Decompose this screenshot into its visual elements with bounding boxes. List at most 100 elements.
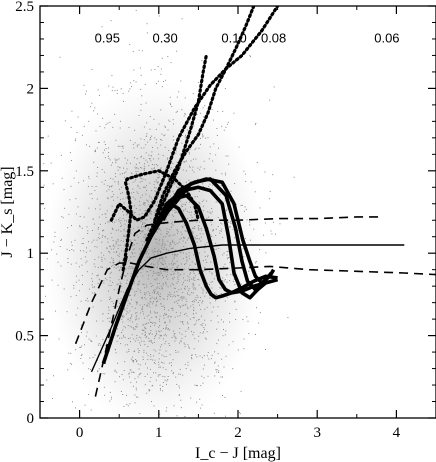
scatter-point	[112, 196, 114, 198]
scatter-point	[154, 278, 156, 280]
scatter-point	[214, 248, 216, 250]
scatter-point	[159, 252, 161, 254]
scatter-point	[160, 335, 161, 337]
scatter-point	[132, 360, 134, 361]
scatter-point	[164, 307, 165, 308]
scatter-point	[150, 330, 152, 331]
scatter-point	[142, 306, 144, 308]
scatter-point	[239, 413, 241, 415]
scatter-point	[192, 282, 194, 284]
scatter-point	[96, 172, 98, 174]
scatter-point	[120, 88, 122, 90]
scatter-point	[134, 198, 136, 200]
scatter-point	[134, 157, 135, 159]
scatter-point	[164, 244, 166, 246]
scatter-point	[86, 226, 88, 228]
scatter-point	[69, 199, 71, 201]
scatter-point	[118, 270, 120, 272]
scatter-point	[102, 338, 104, 340]
scatter-point	[178, 289, 180, 291]
scatter-point	[107, 317, 109, 319]
scatter-point	[151, 333, 153, 335]
scatter-point	[91, 341, 93, 342]
scatter-point	[75, 314, 77, 316]
scatter-point	[157, 182, 158, 184]
scatter-point	[150, 69, 152, 71]
scatter-point	[142, 359, 144, 360]
scatter-point	[193, 309, 195, 311]
scatter-point	[109, 159, 111, 161]
scatter-point	[146, 392, 148, 394]
scatter-point	[153, 167, 155, 169]
scatter-point	[214, 242, 216, 244]
scatter-point	[109, 252, 111, 254]
scatter-point	[112, 86, 114, 88]
scatter-point	[112, 178, 114, 180]
scatter-point	[156, 266, 158, 268]
scatter-point	[182, 322, 183, 324]
scatter-point	[104, 394, 106, 396]
scatter-point	[147, 201, 149, 203]
scatter-point	[155, 179, 157, 181]
scatter-point	[180, 321, 182, 323]
scatter-point	[148, 389, 150, 391]
scatter-point	[183, 297, 185, 299]
scatter-point	[54, 231, 56, 233]
scatter-point	[172, 254, 174, 255]
scatter-point	[187, 323, 189, 325]
scatter-point	[123, 370, 125, 372]
scatter-point	[169, 268, 171, 270]
scatter-point	[204, 319, 206, 321]
scatter-point	[92, 286, 94, 288]
scatter-point	[89, 193, 91, 195]
scatter-point	[74, 239, 76, 241]
scatter-point	[175, 211, 177, 213]
scatter-point	[154, 248, 156, 249]
x-axis-label: I_c − J [mag]	[195, 445, 281, 462]
scatter-point	[141, 329, 143, 331]
scatter-point	[137, 184, 139, 186]
scatter-point	[158, 228, 160, 230]
scatter-point	[195, 323, 197, 325]
scatter-point	[176, 260, 178, 262]
scatter-point	[193, 189, 195, 191]
scatter-point	[147, 215, 149, 217]
scatter-point	[132, 228, 134, 230]
scatter-point	[188, 280, 190, 282]
scatter-point	[135, 9, 137, 11]
scatter-point	[171, 226, 172, 228]
scatter-point	[172, 123, 174, 125]
scatter-point	[93, 263, 95, 265]
scatter-point	[193, 125, 195, 127]
scatter-point	[232, 229, 234, 231]
scatter-point	[200, 385, 202, 387]
scatter-point	[168, 263, 170, 265]
scatter-point	[168, 362, 170, 364]
scatter-point	[145, 331, 147, 333]
scatter-point	[124, 219, 126, 221]
scatter-point	[172, 373, 174, 375]
scatter-point	[128, 302, 130, 304]
y-tick-label: 2.5	[15, 0, 34, 15]
scatter-point	[156, 238, 158, 240]
scatter-point	[141, 213, 143, 214]
scatter-point	[134, 280, 135, 282]
scatter-point	[106, 210, 108, 212]
scatter-point	[216, 135, 218, 136]
scatter-point	[213, 412, 215, 414]
scatter-point	[122, 316, 124, 317]
scatter-point	[160, 168, 162, 170]
scatter-point	[172, 148, 174, 150]
scatter-point	[223, 321, 224, 323]
scatter-point	[102, 373, 104, 375]
scatter-point	[139, 289, 141, 291]
scatter-point	[146, 133, 148, 135]
scatter-point	[165, 219, 167, 221]
scatter-point	[192, 334, 194, 336]
scatter-point	[94, 259, 96, 261]
scatter-point	[172, 241, 174, 243]
scatter-point	[183, 277, 184, 279]
scatter-point	[162, 328, 164, 330]
